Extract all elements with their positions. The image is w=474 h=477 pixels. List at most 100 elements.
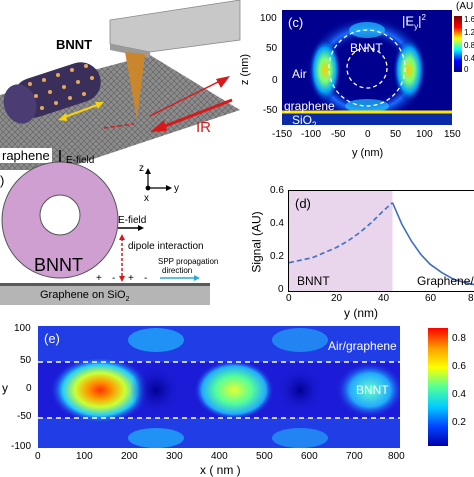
graphene-label: raphene [0,148,52,163]
xtick-e-5: 500 [256,451,273,462]
panel-e: (e) Air/graphene BNNT 100 50 0 -50 -100 … [0,318,474,477]
cbar-e-3: 0.2 [452,417,466,428]
xlabel-e: x ( nm ) [200,463,241,477]
ytick-e-4: -100 [11,441,32,452]
ytick-c-2: 0 [272,75,278,86]
signal-series-1 [391,202,474,286]
panel-a: BNNT IR raphene [0,0,241,170]
cbar-c-0: 1.6 [464,15,474,24]
ytick-e-1: 50 [20,355,32,366]
cbar-c-1: 1.2 [464,28,474,37]
bnnt-region-shading [289,191,393,291]
plot-d-svg [288,191,474,291]
efield-top: E-field [66,155,95,166]
charge-3: - [144,273,148,284]
bnnt-label-e: BNNT [356,383,389,397]
substrate-label: Graphene on SiO2 [40,289,130,304]
xtick-c-5: 100 [416,129,433,140]
xtick-e-4: 400 [211,451,228,462]
xtick-c-3: 0 [365,129,371,140]
nanotube [3,62,101,124]
colorbar-c [454,16,462,72]
axis-z: z [139,163,144,174]
xtick-e-6: 600 [301,451,318,462]
cbar-c-2: 0.8 [464,41,474,50]
cbar-e-2: 0.4 [452,389,466,400]
ytick-d-0: 0.6 [270,185,284,196]
panel-c-label: (c) [288,15,304,30]
panel-d: (d) BNNT Graphene/a 0.6 0.4 0.2 0 Signal… [240,180,474,310]
cbar-e-1: 0.6 [452,361,466,372]
xtick-c-2: -50 [331,129,346,140]
panel-c: (c) |Ey|2 BNNT Air graphene SiO2 100 50 … [239,0,474,180]
xtick-e-7: 700 [346,451,363,462]
ylabel-d: Signal (AU) [249,211,264,273]
xtick-e-3: 300 [166,451,183,462]
xtick-d-1: 20 [331,293,343,304]
bnnt-label-c: BNNT [350,41,383,55]
ytick-c-0: 100 [260,13,277,24]
dipole-label: dipole interaction [128,241,204,252]
bnnt-label-b: BNNT [34,255,83,275]
xtick-c-0: -150 [272,129,293,140]
ytick-d-2: 0.2 [270,251,284,262]
ytick-c-3: -50 [263,105,278,116]
xtick-e-2: 200 [121,451,138,462]
ir-arrow [149,76,233,132]
field-map-e-svg [38,326,400,448]
axis-x: x [144,193,149,204]
xtick-e-0: 0 [35,451,41,462]
spp-line1: SPP propagation [158,257,219,266]
bnnt-label: BNNT [56,37,93,52]
field-map-c: (c) |Ey|2 BNNT Air graphene SiO2 [282,10,452,125]
xtick-e-1: 100 [76,451,93,462]
panel-b-label: ) [0,173,5,188]
panel-d-label: (d) [295,196,311,211]
xtick-d-0: 0 [286,293,292,304]
xtick-d-4: 80 [468,293,474,304]
field-map-c-svg [282,16,452,125]
sio2-label: SiO2 [292,113,317,125]
graphene-label-c: graphene [284,99,335,113]
xtick-c-1: -100 [301,129,322,140]
ytick-d-3: 0 [278,284,284,295]
charge-0: + [96,273,102,284]
ytick-c-1: 50 [266,43,278,54]
ytick-e-2: 0 [26,383,32,394]
xtick-c-6: 150 [444,129,461,140]
field-label: |Ey|2 [402,13,426,31]
xlabel-c: y (nm) [352,147,384,159]
air-graphene-label: Air/graphene [328,339,397,353]
axis-y: y [174,183,179,194]
field-map-e: (e) Air/graphene BNNT [38,326,400,448]
ytick-e-0: 100 [14,323,31,334]
dipole-schematic [0,150,210,305]
charge-2: + [128,273,134,284]
ylabel-c: z (nm) [239,53,252,86]
colorbar-title-c: (AU [456,1,474,12]
signal-series-0 [288,202,394,264]
region-right: Graphene/a [417,274,474,288]
air-label: Air [292,67,307,81]
xlabel-d: y (nm) [344,306,378,320]
ylabel-e: y [2,381,8,395]
charge-1: - [112,273,116,284]
afm-illustration [0,0,241,170]
xtick-d-3: 60 [425,293,437,304]
ytick-e-3: -50 [17,411,32,422]
xtick-c-4: 50 [390,129,402,140]
region-bnnt: BNNT [297,274,330,288]
efield-side: E-field [118,215,147,226]
ir-label: IR [196,119,211,136]
cbar-c-4: 0 [464,65,469,74]
cbar-c-3: 0.4 [464,54,474,63]
panel-b: ) E-field E-field dipole interaction SPP… [0,150,240,305]
xtick-d-2: 40 [378,293,390,304]
xtick-e-8: 800 [388,451,405,462]
colorbar-e [428,328,448,446]
spp-line2: direction [162,266,193,275]
panel-e-label: (e) [44,331,60,346]
ytick-d-1: 0.4 [270,218,284,229]
plot-area-d: (d) BNNT Graphene/a [288,190,474,292]
cbar-e-0: 0.8 [452,333,466,344]
